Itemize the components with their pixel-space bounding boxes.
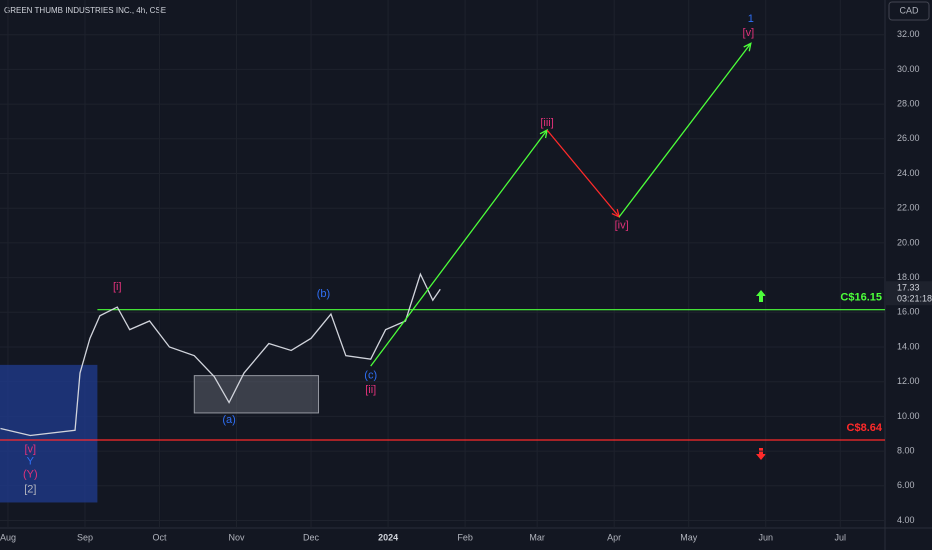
x-tick-label: May [680, 532, 698, 542]
wave-label: [iii] [540, 117, 553, 129]
price-tag [886, 281, 932, 306]
level-label: C$8.64 [847, 422, 883, 434]
x-tick-label: Nov [229, 532, 246, 542]
wave-label: Y [27, 455, 35, 467]
y-tick-label: 16.00 [897, 307, 920, 317]
last-price: 17.33 [897, 283, 920, 293]
down-arrow [756, 448, 766, 460]
y-tick-label: 10.00 [897, 411, 920, 421]
countdown: 03:21:18 [897, 294, 932, 304]
projection-arrowhead [539, 128, 548, 139]
y-tick-label: 28.00 [897, 98, 920, 108]
x-tick-label: Jul [835, 532, 847, 542]
wave-label: [v] [24, 444, 36, 456]
currency: CAD [899, 5, 919, 15]
up-arrow [756, 290, 766, 302]
level-label: C$16.15 [840, 292, 882, 304]
wave-label: 1 [748, 13, 754, 25]
y-tick-label: 4.00 [897, 515, 915, 525]
x-tick-label: Oct [153, 532, 168, 542]
projection-line [618, 42, 752, 218]
projection-arrowhead [611, 208, 621, 219]
currency-box [888, 1, 930, 21]
x-tick-label: Feb [457, 532, 473, 542]
x-tick-label: Apr [607, 532, 621, 542]
wave-label: [2] [24, 484, 36, 496]
wave-label: [i] [113, 281, 122, 293]
x-tick-label: Aug [0, 532, 16, 542]
y-tick-label: 6.00 [897, 480, 915, 490]
y-tick-label: 20.00 [897, 237, 920, 247]
x-tick-label: 2024 [378, 532, 398, 542]
y-tick-label: 26.00 [897, 133, 920, 143]
y-tick-label: 14.00 [897, 341, 920, 351]
x-tick-label: Dec [303, 532, 320, 542]
wave-label: [v] [743, 27, 755, 39]
y-tick-label: 32.00 [897, 29, 920, 39]
y-tick-label: 18.00 [897, 272, 920, 282]
projection-arrowhead [743, 42, 752, 52]
wave-label: [ii] [365, 384, 376, 396]
wave-label: (a) [222, 414, 235, 426]
price-line [0, 272, 441, 437]
y-tick-label: 8.00 [897, 445, 915, 455]
x-tick-label: Sep [77, 532, 93, 542]
x-tick-label: Mar [529, 532, 545, 542]
projection-line [546, 129, 620, 218]
x-tick-label: Jun [758, 532, 773, 542]
y-tick-label: 22.00 [897, 203, 920, 213]
wave-label: (Y) [23, 468, 38, 480]
zone [193, 375, 320, 414]
y-tick-label: 24.00 [897, 168, 920, 178]
y-tick-label: 30.00 [897, 64, 920, 74]
wave-label: (b) [317, 288, 330, 300]
y-tick-label: 12.00 [897, 376, 920, 386]
wave-label: [iv] [615, 219, 629, 231]
projection-line [370, 129, 548, 367]
wave-label: (c) [364, 370, 377, 382]
